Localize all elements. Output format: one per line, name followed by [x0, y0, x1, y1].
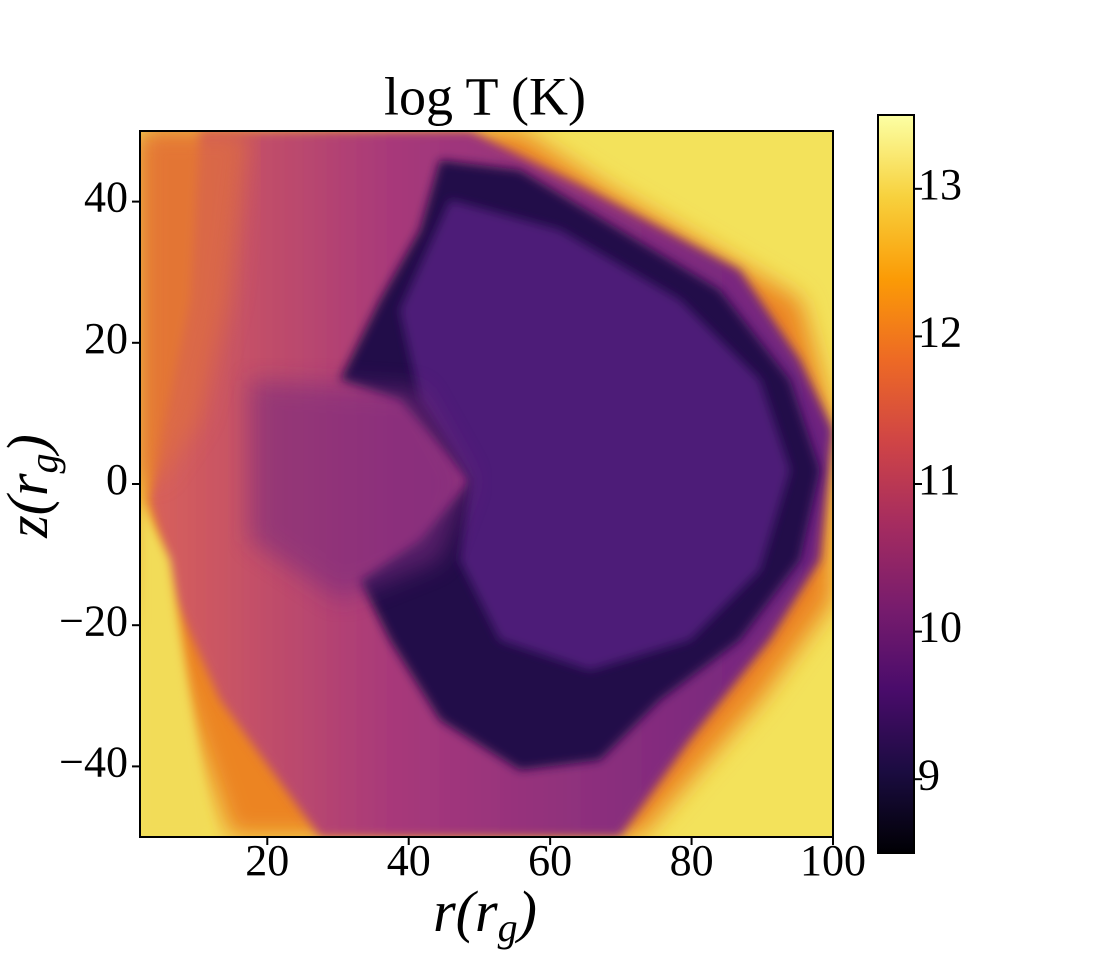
y-tick-label: −40 — [59, 737, 128, 786]
heatmap-image — [140, 131, 833, 837]
colorbar-tick-label: 11 — [918, 455, 960, 504]
colorbar-tick-label: 10 — [918, 603, 962, 652]
y-axis-label: z(rg) — [0, 434, 66, 539]
x-tick-label: 60 — [528, 836, 572, 885]
y-tick-label: 0 — [106, 455, 128, 504]
colorbar-tick-label: 12 — [918, 307, 962, 356]
y-axis-label-main: z(r — [0, 473, 60, 539]
chart-title: log T (K) — [384, 66, 586, 126]
y-axis-label-sub: g — [21, 453, 66, 473]
colorbar — [877, 114, 915, 854]
x-axis-label-main: r(r — [433, 879, 498, 944]
x-tick-label: 20 — [245, 836, 289, 885]
y-axis-label-end: ) — [0, 434, 60, 456]
x-axis-label: r(rg) — [433, 879, 537, 950]
y-tick-label: 40 — [84, 173, 128, 222]
colorbar-tick-label: 13 — [918, 160, 962, 209]
x-tick-label: 80 — [670, 836, 714, 885]
x-axis-label-end: ) — [515, 879, 537, 944]
colorbar-tick-label: 9 — [918, 750, 940, 799]
x-tick-label: 40 — [387, 836, 431, 885]
x-tick-label: 100 — [800, 836, 866, 885]
x-axis-label-sub: g — [498, 905, 518, 950]
y-tick-label: −20 — [59, 596, 128, 645]
y-tick-label: 20 — [84, 314, 128, 363]
